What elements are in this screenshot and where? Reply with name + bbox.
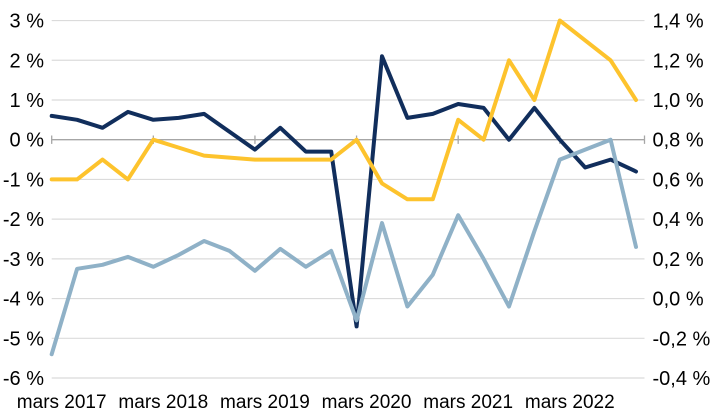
left-axis-tick-label: -2 %: [3, 209, 44, 231]
yellow-line: [49, 18, 638, 202]
left-axis-tick-label: -5 %: [3, 328, 44, 350]
left-axis-tick-label: 1 %: [10, 90, 45, 112]
left-axis-tick-label: 3 %: [10, 11, 45, 33]
right-axis-tick-label: 1,0 %: [653, 90, 704, 112]
right-axis-tick-label: 0,6 %: [653, 169, 704, 191]
light-blue-line: [49, 137, 638, 357]
right-axis-tick-label: -0,4 %: [653, 368, 711, 390]
left-axis-tick-label: -6 %: [3, 368, 44, 390]
x-axis-label: mars 2022: [525, 392, 615, 413]
x-axis-label: mars 2020: [322, 392, 412, 413]
right-axis-tick-label: -0,2 %: [653, 328, 711, 350]
left-axis-tick-label: -4 %: [3, 289, 44, 311]
right-axis-tick-label: 0,8 %: [653, 130, 704, 152]
x-axis-label: mars 2017: [17, 392, 107, 413]
right-axis-tick-label: 1,2 %: [653, 50, 704, 72]
right-axis-tick-label: 0,2 %: [653, 249, 704, 271]
right-axis-tick-label: 0,0 %: [653, 289, 704, 311]
right-axis-tick-label: 1,4 %: [653, 11, 704, 33]
x-axis-label: mars 2019: [220, 392, 310, 413]
right-axis-tick-label: 0,4 %: [653, 209, 704, 231]
left-axis-tick-label: -3 %: [3, 249, 44, 271]
left-axis-tick-label: -1 %: [3, 169, 44, 191]
x-axis-label: mars 2018: [118, 392, 208, 413]
dark-blue-line: [49, 54, 638, 329]
x-axis-label: mars 2021: [423, 392, 513, 413]
left-axis-tick-label: 0 %: [10, 130, 45, 152]
left-axis-tick-label: 2 %: [10, 50, 45, 72]
